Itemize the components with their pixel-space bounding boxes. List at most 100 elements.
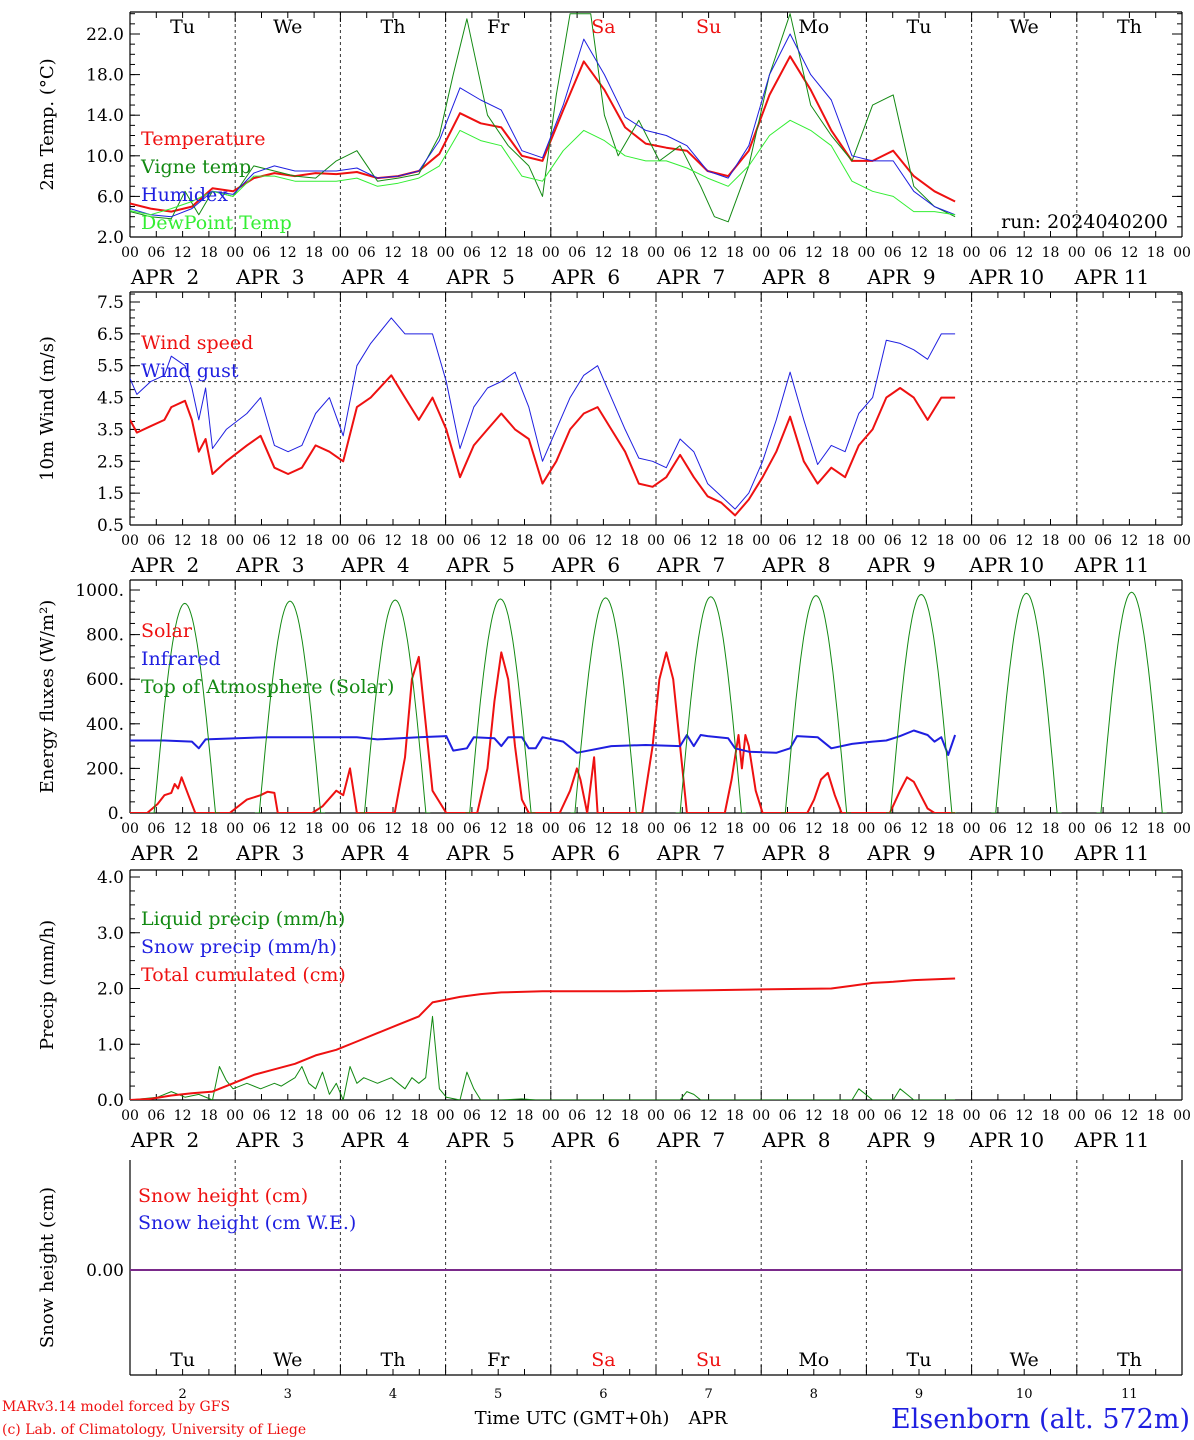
hour-tick-label: 06 (358, 821, 376, 837)
hour-tick-label: 18 (305, 245, 323, 261)
date-label: APR 4 (340, 841, 409, 865)
hour-tick-label: 12 (594, 533, 612, 549)
hour-tick-label: 00 (647, 1108, 665, 1124)
hour-tick-label: 12 (805, 245, 823, 261)
y-tick-label: 2.0 (97, 228, 124, 248)
date-label: APR 5 (445, 553, 514, 577)
hour-tick-label: 12 (805, 1108, 823, 1124)
hour-tick-label: 18 (936, 821, 954, 837)
hour-tick-label: 12 (700, 821, 718, 837)
hour-tick-label: 00 (1173, 245, 1191, 261)
y-tick-label: 4.5 (97, 389, 124, 409)
series-line-wind-gust (130, 317, 956, 510)
hour-tick-label: 06 (147, 245, 165, 261)
date-label: APR 4 (340, 1128, 409, 1152)
hour-tick-label: 12 (805, 821, 823, 837)
series-group (130, 13, 956, 223)
hour-tick-label: 00 (542, 245, 560, 261)
hour-tick-label: 00 (752, 245, 770, 261)
hour-tick-label: 06 (253, 245, 271, 261)
legend-entry: Snow height (cm) (138, 1185, 308, 1207)
hour-tick-label: 06 (358, 1108, 376, 1124)
hour-tick-label: 18 (831, 821, 849, 837)
run-annotation: run: 2024040200 (1001, 211, 1168, 233)
y-tick-label: 0.5 (97, 516, 124, 536)
date-label: APR 11 (1073, 1128, 1149, 1152)
day-name-label: Tu (907, 1349, 932, 1371)
day-name-label: Mo (798, 1349, 829, 1371)
hour-tick-label: 00 (963, 1108, 981, 1124)
hour-tick-label: 18 (200, 1108, 218, 1124)
legend-entry: Wind gust (141, 360, 239, 382)
date-label: APR 4 (340, 265, 409, 289)
hour-tick-label: 18 (1147, 821, 1165, 837)
hour-tick-label: 06 (463, 1108, 481, 1124)
legend-entry: Liquid precip (mm/h) (141, 908, 345, 930)
x-axis-month: APR (688, 1408, 728, 1429)
legend-entry: Snow precip (mm/h) (141, 936, 337, 958)
y-tick-label: 2.5 (97, 452, 124, 472)
date-label: APR 2 (130, 841, 199, 865)
hour-tick-label: 06 (1094, 1108, 1112, 1124)
hour-tick-label: 00 (437, 533, 455, 549)
panel-energy: 0. 200. 400. 600. 800. 1000. Energy fluxes (W/… (37, 579, 1191, 865)
date-label: APR 7 (656, 553, 725, 577)
hour-tick-label: 06 (673, 533, 691, 549)
hour-tick-label: 18 (831, 533, 849, 549)
hour-tick-label: 00 (542, 533, 560, 549)
date-label: APR 8 (761, 1128, 830, 1152)
date-label: APR 6 (551, 553, 620, 577)
legend-entry: Humidex (141, 184, 228, 206)
hour-tick-label: 18 (936, 245, 954, 261)
hour-tick-label: 18 (410, 1108, 428, 1124)
hour-tick-label: 18 (621, 245, 639, 261)
hour-tick-label: 06 (673, 245, 691, 261)
hour-tick-label: 18 (410, 245, 428, 261)
series-line-temperature (130, 55, 956, 213)
day-name-label: We (273, 1349, 302, 1371)
hour-tick-label: 12 (174, 245, 192, 261)
y-tick-label: 3.0 (97, 924, 124, 944)
hour-tick-label: 18 (200, 821, 218, 837)
series-group (130, 977, 956, 1100)
legend-entry: Wind speed (141, 332, 253, 354)
hour-tick-label: 00 (542, 821, 560, 837)
series-line-liquid-precip-mm-h- (130, 1015, 956, 1100)
hour-tick-label: 18 (621, 533, 639, 549)
day-name-label: Su (696, 16, 721, 38)
hour-tick-label: 12 (489, 821, 507, 837)
day-name-label: Mo (798, 16, 829, 38)
y-tick-label: 400. (86, 715, 124, 735)
hour-tick-label: 12 (384, 533, 402, 549)
day-number-label: 7 (704, 1387, 712, 1402)
hour-tick-label: 12 (489, 1108, 507, 1124)
date-label: APR 2 (130, 553, 199, 577)
y-axis-title: 10m Wind (m/s) (37, 336, 58, 481)
hour-tick-label: 06 (463, 821, 481, 837)
hour-tick-label: 00 (121, 245, 139, 261)
hour-tick-label: 06 (1094, 821, 1112, 837)
day-name-label: Tu (907, 16, 932, 38)
day-name-label: Th (381, 1349, 406, 1371)
date-label: APR 10 (968, 265, 1044, 289)
y-tick-label: 0.0 (97, 1091, 124, 1111)
hour-tick-label: 12 (279, 821, 297, 837)
hour-tick-label: 18 (1042, 245, 1060, 261)
date-label: APR 6 (551, 1128, 620, 1152)
hour-tick-label: 06 (253, 821, 271, 837)
hour-tick-label: 00 (331, 245, 349, 261)
date-label: APR 3 (235, 1128, 304, 1152)
hour-tick-label: 00 (121, 821, 139, 837)
y-tick-label: 1000. (75, 581, 124, 601)
hour-tick-label: 18 (305, 533, 323, 549)
date-label: APR 5 (445, 1128, 514, 1152)
hour-tick-label: 12 (384, 821, 402, 837)
series-line-solar (130, 651, 956, 813)
day-name-label: Sa (591, 16, 615, 38)
date-label: APR 11 (1073, 841, 1149, 865)
legend-entry: DewPoint Temp (141, 212, 292, 234)
hour-tick-label: 06 (989, 533, 1007, 549)
series-line-infrared (130, 729, 957, 756)
hour-tick-label: 00 (226, 1108, 244, 1124)
date-label: APR 4 (340, 553, 409, 577)
